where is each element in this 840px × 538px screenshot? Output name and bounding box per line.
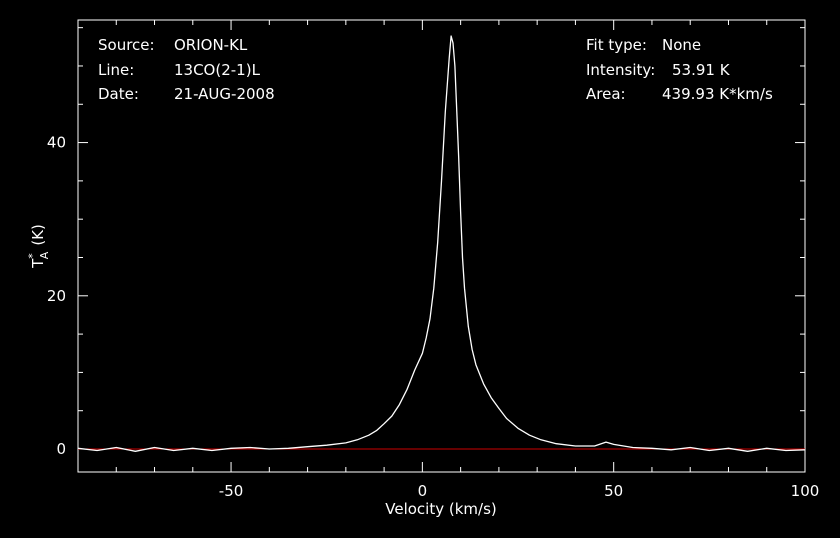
line-value: 13CO(2-1)L — [174, 61, 261, 79]
source-value: ORION-KL — [174, 36, 248, 54]
spectrum-line — [77, 35, 806, 452]
x-axis-label: Velocity (km/s) — [385, 500, 496, 518]
info-left: Source: ORION-KL Line: 13CO(2-1)L Date: … — [98, 36, 275, 103]
y-tick-label: 40 — [47, 134, 66, 152]
x-tick-label: -50 — [219, 482, 244, 500]
x-tick-label: 100 — [791, 482, 820, 500]
y-tick-label: 20 — [47, 287, 66, 305]
area-label: Area: — [586, 85, 626, 103]
date-label: Date: — [98, 85, 139, 103]
y-axis-symbol: T — [29, 258, 47, 269]
y-axis-unit: (K) — [29, 224, 47, 246]
date-value: 21-AUG-2008 — [174, 85, 275, 103]
y-axis-label-text: T*A (K) — [26, 224, 51, 269]
axis-ticks: -50 0 50 100 0 20 40 — [47, 20, 819, 500]
info-right: Fit type: None Intensity: 53.91 K Area: … — [586, 36, 773, 103]
line-label: Line: — [98, 61, 134, 79]
y-axis-superscript: * — [26, 253, 39, 259]
x-tick-label: 50 — [604, 482, 623, 500]
y-axis-label: T*A (K) — [26, 224, 51, 269]
y-axis-subscript: A — [38, 251, 51, 259]
area-value: 439.93 K*km/s — [662, 85, 773, 103]
source-label: Source: — [98, 36, 155, 54]
fit-type-value: None — [662, 36, 701, 54]
plot-frame — [77, 19, 806, 473]
y-tick-label: 0 — [56, 440, 66, 458]
fit-type-label: Fit type: — [586, 36, 647, 54]
x-tick-label: 0 — [418, 482, 428, 500]
intensity-value: 53.91 K — [672, 61, 731, 79]
intensity-label: Intensity: — [586, 61, 655, 79]
